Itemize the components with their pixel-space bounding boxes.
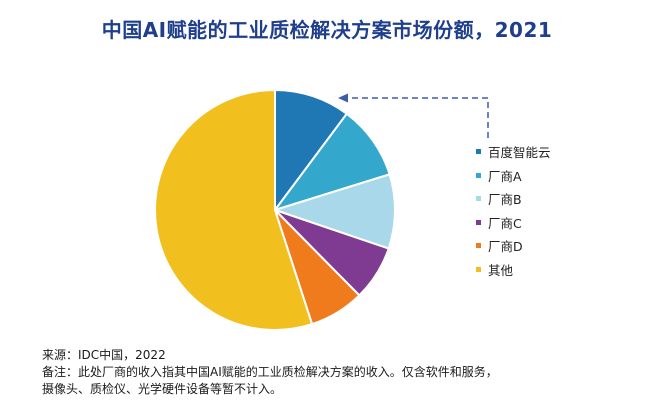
source-text: 来源：IDC中国，2022 xyxy=(42,348,166,362)
note-line-1: 备注：此处厂商的收入指其中国AI赋能的工业质检解决方案的收入。仅含软件和服务， xyxy=(42,365,498,379)
callout-arrow xyxy=(338,93,489,138)
legend-item-5: 其他 xyxy=(476,258,551,282)
legend-label: 厂商C xyxy=(488,215,522,231)
legend-swatch xyxy=(476,243,481,249)
legend-swatch xyxy=(476,172,481,178)
pie-slice-5 xyxy=(154,88,314,331)
pie-slice-0 xyxy=(274,88,349,214)
legend-item-3: 厂商C xyxy=(476,211,551,235)
legend-swatch xyxy=(476,266,481,272)
pie-slices xyxy=(154,88,396,331)
pie-slice-2 xyxy=(271,173,396,250)
legend: 百度智能云厂商A 厂商B 厂商C 厂商D 其他 xyxy=(476,140,551,281)
legend-swatch xyxy=(476,149,481,155)
legend-swatch xyxy=(476,196,481,202)
legend-swatch xyxy=(476,219,481,225)
legend-item-0: 百度智能云 xyxy=(476,140,551,164)
legend-label: 其他 xyxy=(488,262,514,278)
legend-label: 厂商B xyxy=(488,192,522,208)
note-line-2: 摄像头、质检仪、光学硬件设备等暂不计入。 xyxy=(42,382,283,396)
legend-label: 厂商A xyxy=(488,168,522,184)
chart-title: 中国AI赋能的工业质检解决方案市场份额，2021 xyxy=(101,18,553,42)
pie-slice-1 xyxy=(272,112,391,212)
legend-item-4: 厂商D xyxy=(476,234,551,258)
legend-label: 厂商D xyxy=(488,239,523,255)
legend-item-1: 厂商A xyxy=(476,164,551,188)
footer: 来源：IDC中国，2022 备注：此处厂商的收入指其中国AI赋能的工业质检解决方… xyxy=(42,347,642,398)
legend-label: 百度智能云 xyxy=(488,145,551,161)
legend-item-2: 厂商B xyxy=(476,187,551,211)
